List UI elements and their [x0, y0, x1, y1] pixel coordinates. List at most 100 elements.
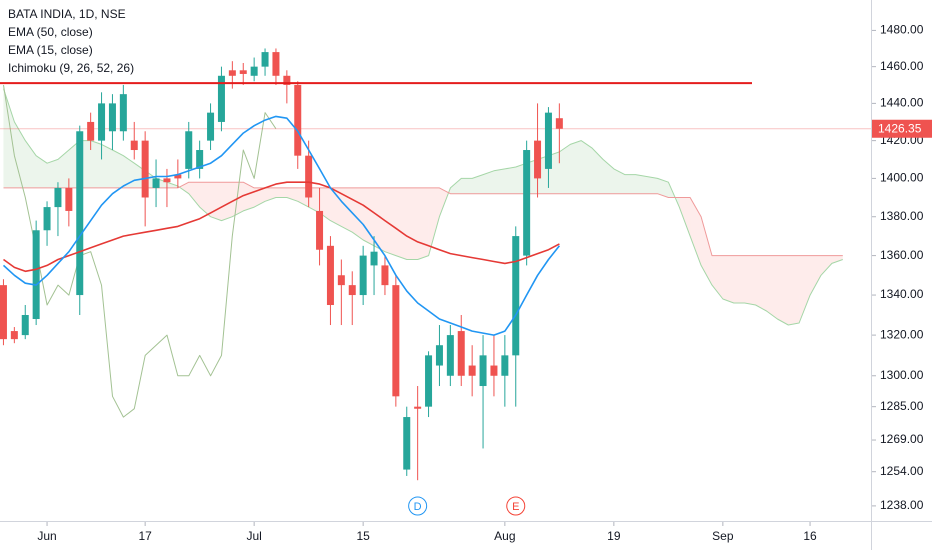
x-tick-label: 15: [356, 529, 370, 543]
cloud-fill: [635, 174, 647, 194]
cloud-fill: [788, 255, 800, 326]
event-marker: [408, 496, 428, 516]
candle-body: [130, 140, 138, 151]
cloud-fill: [177, 182, 189, 194]
candle-body: [108, 103, 116, 132]
cloud-fill: [483, 170, 494, 194]
cloud-fill: [613, 168, 625, 194]
candle-body: [512, 236, 520, 356]
candle-body: [457, 331, 465, 376]
cloud-fill: [493, 168, 505, 194]
x-tick-label: 16: [803, 529, 817, 543]
candle-body: [316, 210, 324, 250]
candle-body: [305, 155, 313, 198]
candle-body: [490, 365, 498, 376]
candle-body: [272, 52, 280, 76]
last-price-box: [872, 119, 932, 138]
legend-entry: Ichimoku (9, 26, 52, 26): [8, 61, 134, 75]
candle-body: [163, 178, 171, 183]
event-marker: [506, 496, 526, 516]
candle-body: [435, 345, 443, 366]
y-tick-label: 1400.00: [880, 171, 924, 185]
ema-line: [3, 181, 560, 273]
candle-body: [10, 331, 18, 340]
candle-body: [217, 75, 225, 122]
last-price-label: 1426.35: [878, 121, 922, 135]
candle-body: [21, 315, 29, 336]
cloud-fill: [722, 255, 734, 304]
x-tick-label: 19: [607, 529, 621, 543]
candle-body: [98, 103, 106, 141]
candle-body: [468, 365, 476, 376]
cloud-fill: [624, 174, 636, 194]
candle-body: [555, 118, 563, 129]
cloud-fill: [417, 187, 429, 260]
candle-body: [283, 75, 291, 85]
cloud-fill: [188, 182, 200, 208]
cloud-fill: [831, 255, 843, 264]
cloud-fill: [646, 176, 658, 194]
y-tick-label: 1320.00: [880, 327, 924, 341]
cloud-fill: [690, 197, 702, 266]
candle-body: [414, 406, 422, 409]
cloud-fill: [701, 216, 712, 286]
cloud-fill: [820, 255, 832, 276]
candle-body: [65, 187, 73, 211]
candle-body: [261, 52, 269, 67]
candle-body: [54, 187, 62, 208]
x-tick-label: Sep: [712, 529, 734, 543]
candle-body: [185, 131, 193, 169]
candle-body: [501, 355, 509, 376]
cloud-fill: [755, 255, 767, 312]
cloud-fill: [581, 140, 593, 194]
cloud-fill: [472, 174, 484, 194]
candle-body: [43, 207, 51, 231]
y-tick-label: 1238.00: [880, 498, 924, 512]
candle-body: [76, 131, 84, 296]
cloud-fill: [112, 150, 124, 188]
cloud-fill: [810, 255, 821, 296]
cloud-fill: [777, 255, 789, 326]
candle-body: [87, 121, 95, 141]
cloud-fill: [275, 187, 287, 198]
cloud-fill: [766, 255, 778, 320]
candle-body: [196, 150, 204, 169]
cloud-fill: [47, 159, 58, 188]
legend: BATA INDIA, 1D, NSE EMA (50, close) EMA …: [8, 7, 134, 75]
cloud-fill: [461, 178, 473, 194]
cloud-fill: [221, 182, 233, 221]
candle-body: [425, 355, 433, 407]
y-tick-label: 1269.00: [880, 432, 924, 446]
y-tick-label: 1285.00: [880, 399, 924, 413]
cloud-fill: [602, 159, 614, 194]
ema-line: [2, 115, 561, 336]
cloud-fill: [679, 197, 691, 237]
cloud-fill: [90, 140, 102, 188]
candle-body: [239, 70, 247, 74]
candle-body: [141, 140, 149, 198]
candle-body: [534, 140, 542, 179]
cloud-fill: [406, 187, 418, 260]
y-tick-label: 1340.00: [880, 287, 924, 301]
legend-entry: EMA (15, close): [8, 43, 93, 57]
cloud-fill: [123, 155, 135, 188]
candle-body: [228, 70, 236, 76]
cloud-fill: [3, 88, 15, 188]
y-tick-label: 1380.00: [880, 209, 924, 223]
y-tick-label: 1440.00: [880, 96, 924, 110]
y-tick-label: 1480.00: [880, 23, 924, 37]
candle-body: [446, 335, 454, 376]
candle-body: [392, 285, 400, 397]
y-tick-label: 1254.00: [880, 464, 924, 478]
x-tick-label: Jun: [37, 529, 56, 543]
cloud-fill: [363, 187, 375, 246]
candle-body: [32, 230, 40, 320]
y-tick-label: 1460.00: [880, 59, 924, 73]
candle-body: [523, 150, 531, 256]
cloud-fill: [428, 187, 440, 256]
cloud-fill: [232, 182, 244, 217]
candle-body: [119, 94, 127, 132]
